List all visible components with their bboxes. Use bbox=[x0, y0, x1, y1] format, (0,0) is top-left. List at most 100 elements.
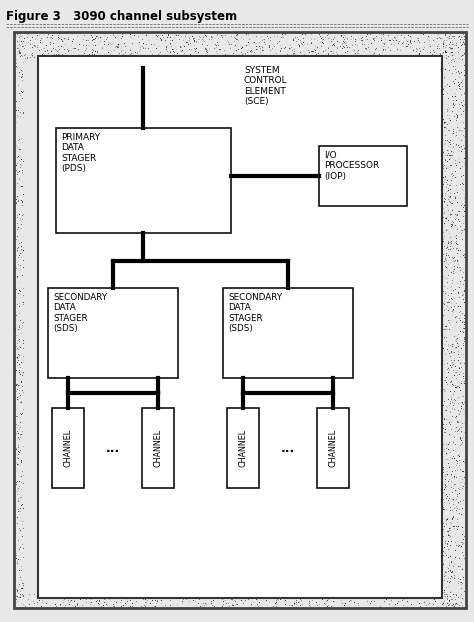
Point bbox=[53, 45, 60, 55]
Point bbox=[34, 600, 42, 610]
Point bbox=[286, 592, 293, 602]
Point bbox=[18, 371, 26, 381]
Point bbox=[272, 28, 279, 38]
Point bbox=[441, 378, 448, 388]
Point bbox=[169, 42, 176, 52]
Point bbox=[122, 41, 129, 51]
Point bbox=[14, 53, 22, 63]
Point bbox=[93, 597, 101, 607]
Point bbox=[290, 50, 297, 60]
Point bbox=[439, 379, 447, 389]
Point bbox=[455, 406, 463, 415]
Point bbox=[462, 555, 470, 565]
Point bbox=[455, 578, 463, 588]
Point bbox=[440, 49, 447, 59]
Point bbox=[56, 594, 64, 604]
Point bbox=[461, 44, 468, 54]
Point bbox=[16, 323, 23, 333]
Point bbox=[445, 497, 452, 507]
Point bbox=[324, 30, 331, 40]
Point bbox=[42, 54, 50, 64]
Point bbox=[289, 601, 297, 611]
Point bbox=[19, 475, 27, 485]
Point bbox=[267, 35, 274, 45]
Point bbox=[91, 37, 98, 47]
Point bbox=[459, 397, 466, 407]
Point bbox=[253, 590, 261, 600]
Point bbox=[31, 599, 38, 609]
Point bbox=[448, 530, 456, 540]
Point bbox=[435, 313, 442, 323]
Point bbox=[319, 596, 327, 606]
Point bbox=[453, 412, 460, 422]
Point bbox=[445, 316, 453, 326]
Point bbox=[350, 598, 358, 608]
Point bbox=[224, 591, 231, 601]
Point bbox=[277, 27, 285, 37]
Point bbox=[166, 33, 174, 43]
Point bbox=[18, 112, 25, 122]
Point bbox=[397, 55, 405, 65]
Point bbox=[15, 540, 23, 550]
Point bbox=[459, 370, 467, 380]
Point bbox=[132, 597, 140, 607]
Point bbox=[274, 39, 282, 49]
Point bbox=[461, 388, 468, 398]
Point bbox=[11, 465, 18, 475]
Point bbox=[303, 595, 311, 605]
Point bbox=[460, 170, 467, 180]
Point bbox=[206, 28, 214, 38]
Point bbox=[447, 340, 454, 350]
Point bbox=[446, 142, 453, 152]
Point bbox=[133, 51, 140, 61]
Point bbox=[170, 31, 177, 41]
Point bbox=[460, 75, 467, 85]
Point bbox=[441, 591, 449, 601]
Point bbox=[16, 68, 23, 78]
Point bbox=[49, 39, 57, 49]
Point bbox=[457, 187, 465, 197]
Point bbox=[444, 337, 451, 347]
Point bbox=[450, 179, 457, 189]
Point bbox=[18, 471, 26, 481]
Point bbox=[452, 426, 459, 436]
Point bbox=[456, 562, 464, 572]
Point bbox=[218, 30, 225, 40]
Point bbox=[448, 447, 456, 457]
Point bbox=[461, 44, 468, 54]
Point bbox=[151, 40, 158, 50]
Point bbox=[447, 151, 455, 160]
Point bbox=[438, 169, 446, 179]
Point bbox=[16, 453, 24, 463]
Point bbox=[12, 465, 20, 475]
Point bbox=[408, 603, 415, 613]
Point bbox=[195, 45, 203, 55]
Point bbox=[443, 583, 451, 593]
Point bbox=[20, 121, 28, 131]
Point bbox=[34, 29, 41, 39]
Point bbox=[461, 105, 468, 115]
Point bbox=[18, 378, 25, 388]
Point bbox=[416, 46, 424, 56]
Point bbox=[262, 40, 269, 50]
Point bbox=[302, 42, 310, 52]
Point bbox=[451, 302, 458, 312]
Point bbox=[16, 376, 24, 386]
Point bbox=[256, 37, 264, 47]
Point bbox=[437, 348, 444, 358]
Point bbox=[153, 50, 161, 60]
Point bbox=[432, 27, 440, 37]
Point bbox=[438, 435, 446, 445]
Point bbox=[451, 601, 458, 611]
Point bbox=[52, 44, 59, 54]
Point bbox=[20, 41, 27, 51]
Point bbox=[17, 587, 24, 596]
Point bbox=[435, 320, 442, 330]
Point bbox=[438, 367, 446, 377]
Point bbox=[271, 602, 278, 612]
Point bbox=[15, 589, 22, 599]
Point bbox=[15, 160, 23, 170]
Point bbox=[338, 596, 346, 606]
Point bbox=[222, 593, 230, 603]
Point bbox=[292, 37, 300, 47]
